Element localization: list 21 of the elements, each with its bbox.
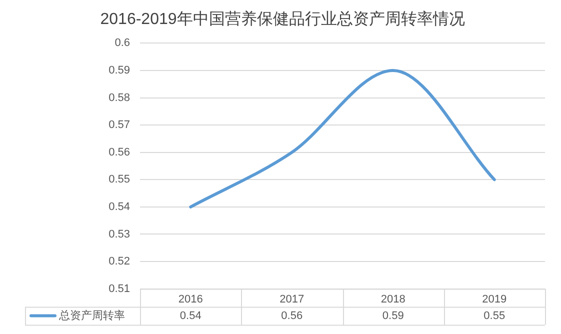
- data-label: 0.54: [180, 310, 202, 322]
- y-tick-label: 0.51: [108, 282, 130, 295]
- y-tick-label: 0.58: [108, 92, 130, 104]
- y-tick-label: 0.55: [108, 174, 130, 186]
- y-tick-label: 0.53: [108, 228, 130, 240]
- data-label: 0.56: [281, 310, 303, 322]
- data-label: 0.59: [382, 310, 404, 322]
- x-tick-label: 2019: [482, 293, 507, 306]
- y-tick-label: 0.57: [108, 119, 130, 132]
- legend-label: 总资产周转率: [58, 308, 125, 322]
- y-tick-label: 0.59: [108, 64, 130, 77]
- y-tick-label: 0.52: [108, 256, 130, 268]
- y-tick-label: 0.54: [108, 200, 130, 213]
- x-tick-label: 2016: [178, 293, 203, 306]
- y-tick-label: 0.56: [108, 146, 130, 158]
- x-tick-label: 2018: [380, 293, 406, 306]
- line-series: [189, 68, 496, 208]
- data-label: 0.55: [484, 310, 506, 322]
- chart-title: 2016-2019年中国营养保健品行业总资产周转率情况: [100, 10, 465, 28]
- y-tick-label: 0.6: [114, 37, 130, 50]
- x-tick-label: 2017: [280, 293, 304, 306]
